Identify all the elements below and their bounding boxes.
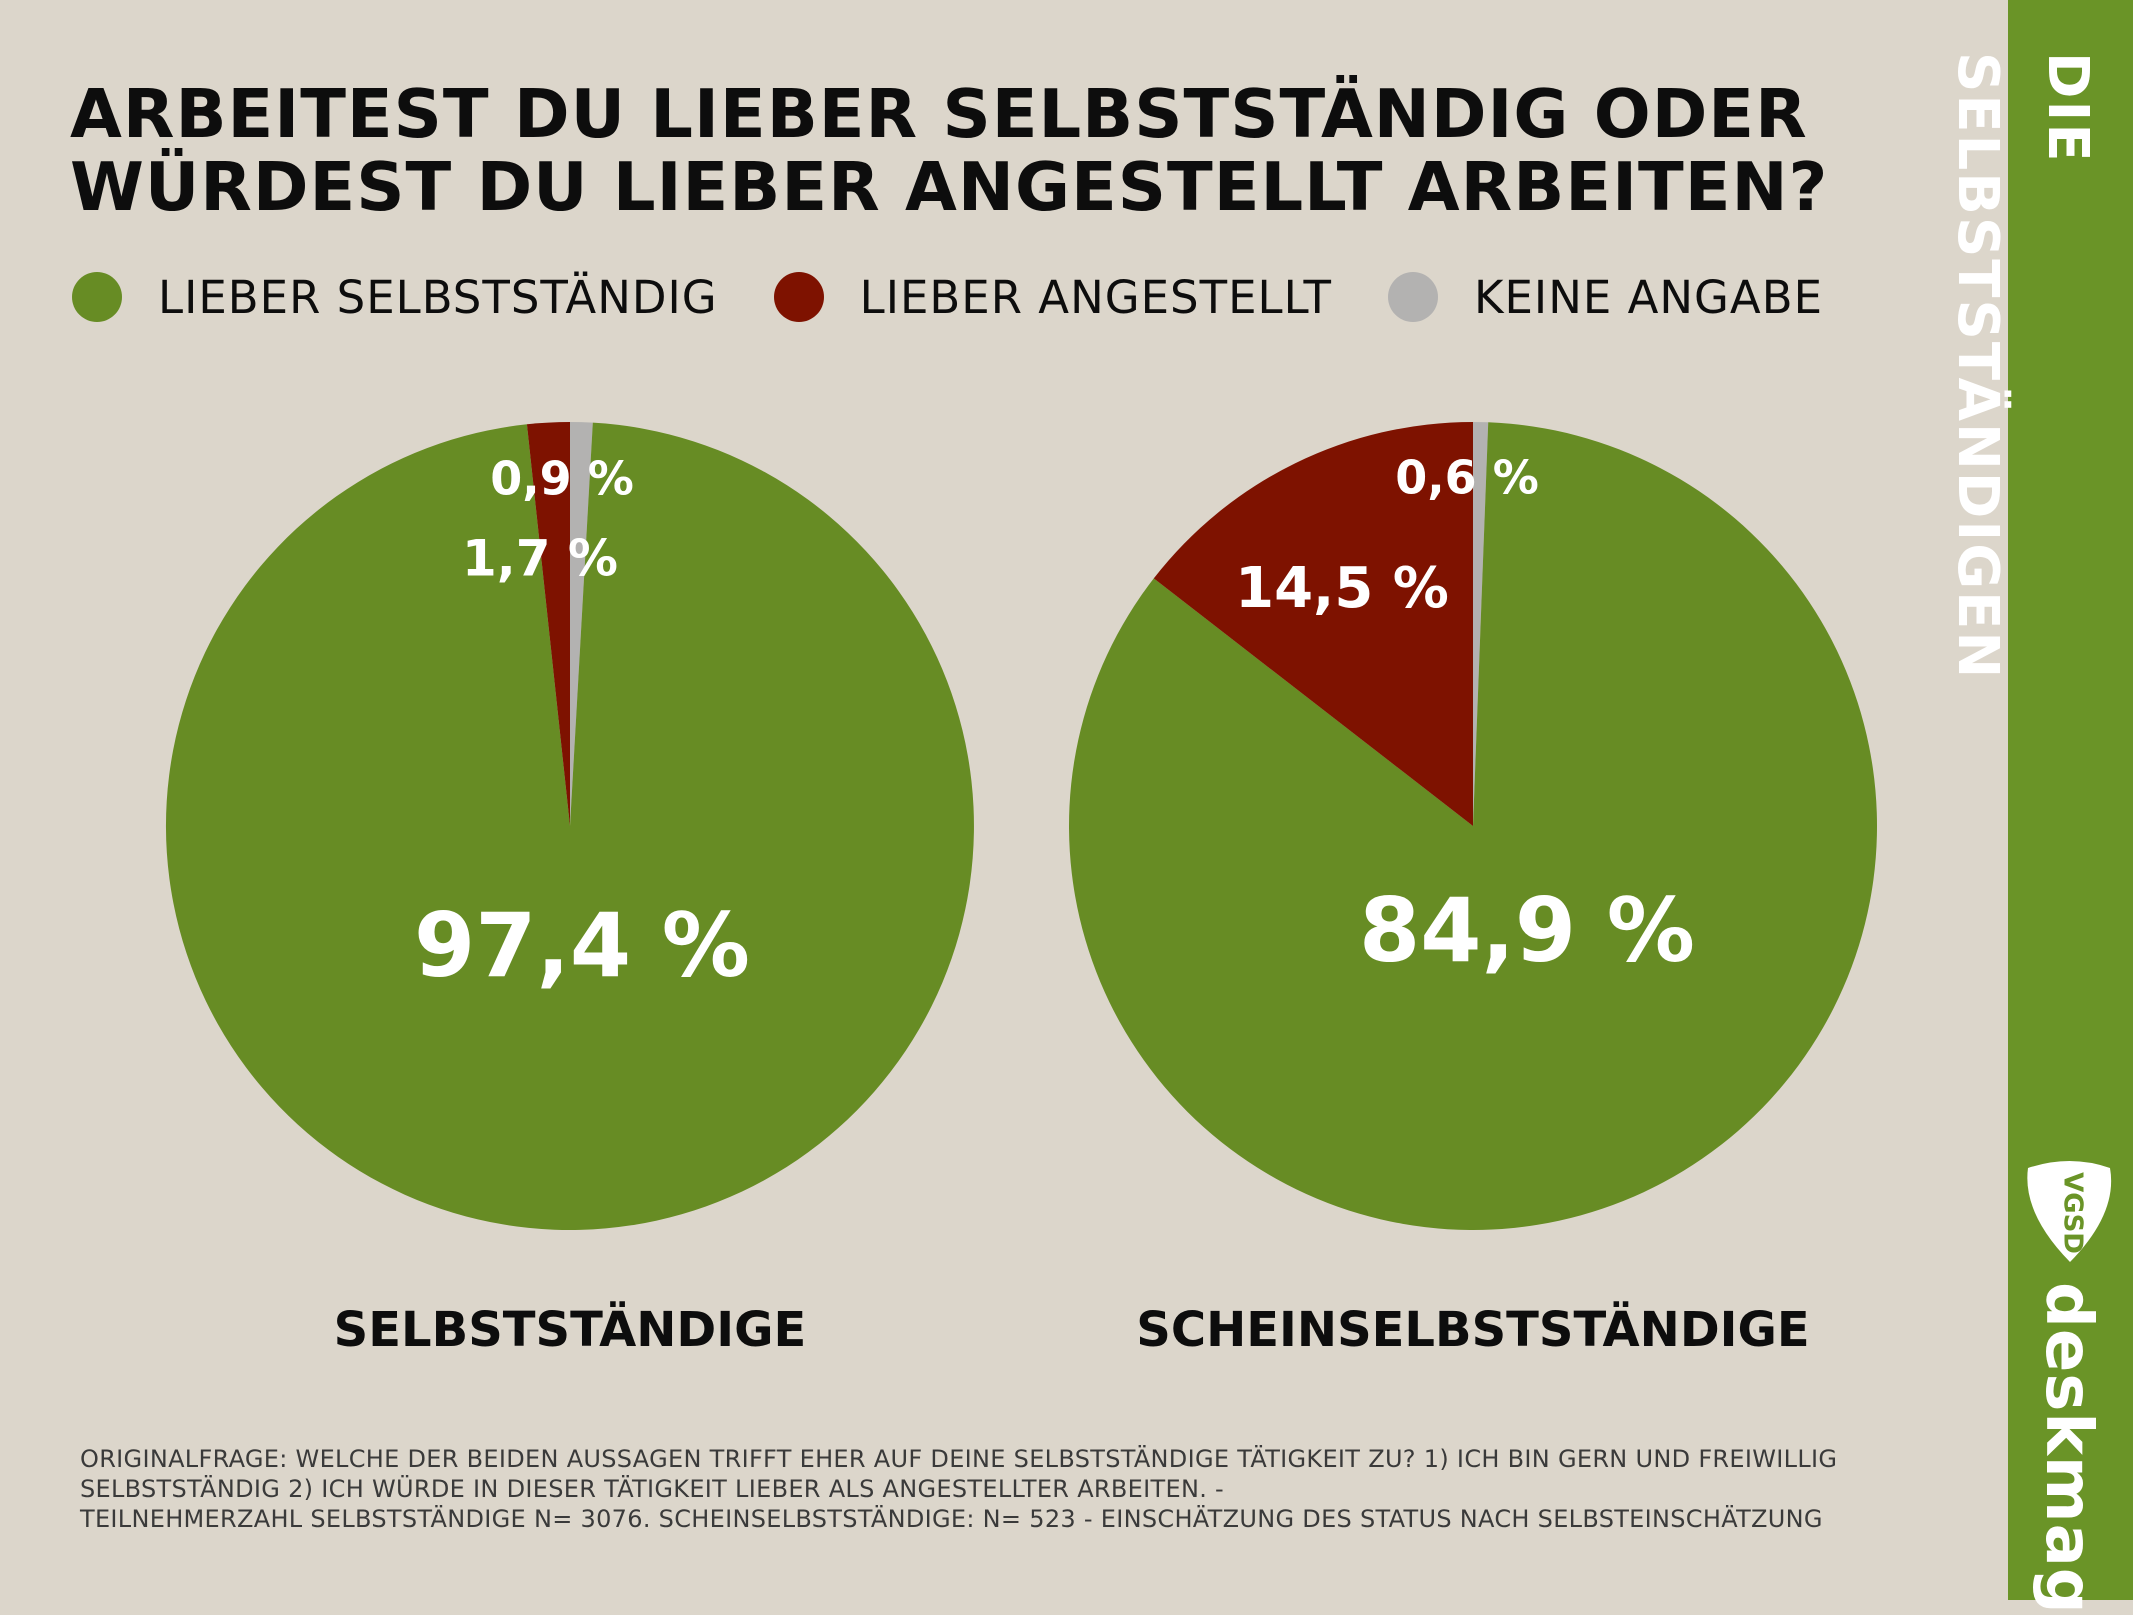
slice-label: 1,7 % xyxy=(462,530,618,588)
pie-title: SCHEINSELBSTSTÄNDIGE xyxy=(1136,1301,1809,1358)
chart-title: ARBEITEST DU LIEBER SELBSTSTÄNDIG ODER W… xyxy=(70,78,1970,224)
slice-angestellt xyxy=(526,422,570,826)
slice-label: 14,5 % xyxy=(1235,556,1449,621)
slice-label: 0,6 % xyxy=(1395,451,1539,505)
slice-angestellt xyxy=(1153,422,1473,826)
footnote: ORIGINALFRAGE: WELCHE DER BEIDEN AUSSAGE… xyxy=(80,1444,1980,1534)
title-line-1: ARBEITEST DU LIEBER SELBSTSTÄNDIG ODER xyxy=(70,75,1808,153)
vgsd-badge-text: VGSD xyxy=(2058,1172,2088,1254)
legend-item-keine-angabe: KEINE ANGABE xyxy=(1387,270,1824,324)
legend-swatch-red xyxy=(773,272,824,322)
slice-selbststaendig xyxy=(1069,422,1878,1231)
slice-label: 0,9 % xyxy=(490,452,634,506)
title-line-2: WÜRDEST DU LIEBER ANGESTELLT ARBEITEN? xyxy=(70,148,1829,226)
legend-label: KEINE ANGABE xyxy=(1473,270,1824,324)
slice-keine-angabe xyxy=(1473,422,1489,826)
brand-logo-text: deskmag xyxy=(2031,1282,2105,1615)
vgsd-badge-icon: VGSD xyxy=(2027,1161,2112,1262)
legend-item-angestellt: LIEBER ANGESTELLT xyxy=(773,270,1332,324)
legend-swatch-green xyxy=(72,272,122,322)
legend-swatch-grey xyxy=(1387,272,1438,322)
slice-selbststaendig xyxy=(165,422,974,1231)
legend: LIEBER SELBSTSTÄNDIG LIEBER ANGESTELLT K… xyxy=(72,268,1823,326)
legend-label: LIEBER SELBSTSTÄNDIG xyxy=(158,270,718,324)
legend-item-selbststaendig: LIEBER SELBSTSTÄNDIG xyxy=(72,271,718,324)
pie-charts: 97,4 % 1,7 % 0,9 % SELBSTSTÄNDIGE 84,9 % 14,5… xyxy=(165,422,1878,1358)
sidebar-title: DIE SELBSTSTÄNDIGEN xyxy=(1945,52,2100,681)
slice-label: 84,9 % xyxy=(1359,879,1695,982)
footnote-line-1: ORIGINALFRAGE: WELCHE DER BEIDEN AUSSAGE… xyxy=(80,1445,1838,1473)
footnote-line-3: TEILNEHMERZAHL SELBSTSTÄNDIGE N= 3076. S… xyxy=(80,1505,1823,1533)
pie-title: SELBSTSTÄNDIGE xyxy=(334,1301,807,1358)
slice-label: 97,4 % xyxy=(414,894,750,997)
slice-keine-angabe xyxy=(570,422,593,826)
legend-label: LIEBER ANGESTELLT xyxy=(859,270,1332,324)
footnote-line-2: SELBSTSTÄNDIG 2) ICH WÜRDE IN DIESER TÄT… xyxy=(80,1475,1225,1503)
sidebar xyxy=(2008,0,2133,1600)
